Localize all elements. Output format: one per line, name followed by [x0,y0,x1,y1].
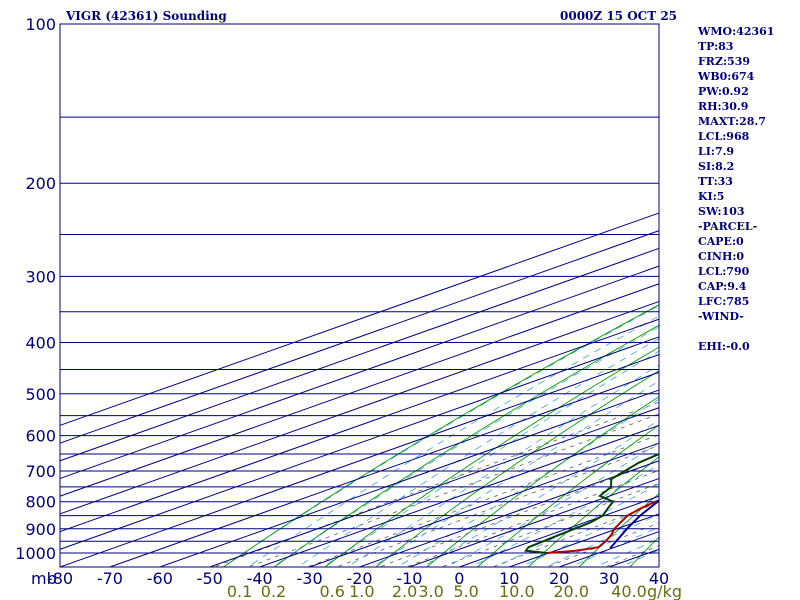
isotherm-line [60,318,659,533]
sounding-index-item [698,324,774,339]
isotherm-line [60,283,659,497]
pressure-tick-label: 600 [25,427,56,446]
moist-adiabat-line [226,305,659,565]
mixing-ratio-label: 20.0 [553,582,589,600]
mixing-ratio-label: 3.0 [418,582,443,600]
temperature-tick-label: 0 [454,569,464,588]
mixing-ratio-label: 2.0 [392,582,417,600]
sounding-index-item: TT:33 [698,175,733,188]
sounding-index-item: RH:30.9 [698,100,749,113]
sounding-index-item: LCL:968 [698,130,750,143]
isotherm-line [60,212,659,426]
mixing-ratio-line [407,469,659,567]
isotherm-line [60,354,659,567]
pressure-tick-label: 400 [25,333,56,352]
pressure-tick-label: 500 [25,385,56,404]
temperature-tick-label: 30 [599,569,619,588]
isotherm-line [60,265,659,480]
dry-adiabat-line [776,24,800,575]
sounding-index-item: LCL:790 [698,265,750,278]
moist-adiabat-line [576,526,659,565]
isotherm-line [109,371,659,567]
isotherm-line [60,230,659,444]
sounding-index-item: CAP:9.4 [698,280,747,293]
temperature-tick-label: -30 [297,569,323,588]
sounding-index-item: SI:8.2 [698,160,735,173]
pressure-tick-label: 1000 [15,544,56,563]
pressure-tick-label: 900 [25,520,56,539]
temperature-profile-line [546,499,659,554]
isotherm-line [60,336,659,550]
mixing-ratio-line [215,401,659,567]
sounding-index-item: LFC:785 [698,295,750,308]
mixing-ratio-label: 0.1 [227,582,252,600]
sounding-index-item: CINH:0 [698,250,745,263]
sounding-index-item: LI:7.9 [698,145,735,158]
mixing-ratio-line [249,413,659,567]
sounding-index-item: CAPE:0 [698,235,744,248]
sounding-indices-panel: WMO:42361 TP:83 FRZ:539 WB0:674 PW:0.92 RH:30… [698,24,774,354]
sounding-index-item: SW:103 [698,205,745,218]
mixing-ratio-label: 40.0 [611,582,647,600]
sounding-index-item: PW:0.92 [698,85,749,98]
chart-title: VIGR (42361) Sounding [65,9,227,23]
mixing-ratio-label: 5.0 [453,582,478,600]
moist-adiabat-line [426,419,659,565]
mixing-ratio-line [548,522,659,567]
temperature-tick-label: 20 [549,569,569,588]
moist-adiabat-line [551,513,659,565]
pressure-tick-label: 800 [25,493,56,512]
mixing-ratio-label: 0.6 [319,582,344,600]
isotherm-line [309,442,659,567]
sounding-index-item: FRZ:539 [698,55,751,68]
pressure-tick-label: 200 [25,174,56,193]
isotherm-line [259,424,659,567]
temperature-tick-label: -20 [346,569,372,588]
isotherm-line [159,389,659,567]
temperature-tick-label: 40 [649,569,669,588]
moist-adiabat-line [401,398,659,565]
isotherm-line [60,300,659,515]
temperature-tick-label: 10 [499,569,519,588]
temperature-tick-label: -50 [197,569,223,588]
temperature-tick-label: -10 [396,569,422,588]
mixing-ratio-label: 10.0 [499,582,535,600]
temperature-tick-label: -70 [97,569,123,588]
sounding-profiles [524,452,659,554]
sounding-index-item: -WIND- [698,310,744,323]
plot-area [60,24,659,567]
pressure-tick-label: 300 [25,267,56,286]
temperature-tick-label: -40 [247,569,273,588]
pressure-unit-label: mb [31,569,57,588]
sounding-index-item: -PARCEL- [698,220,758,233]
sounding-index-item: WMO:42361 [698,25,775,38]
mixing-ratio-line [494,501,659,567]
temperature-tick-label: -60 [147,569,173,588]
mixing-ratio-label: 0.2 [261,582,286,600]
mixing-ratio-label: 1.0 [349,582,374,600]
sounding-index-item: MAXT:28.7 [698,115,766,128]
sounding-index-item: EHI:-0.0 [698,340,750,353]
chart-date: 0000Z 15 OCT 25 [560,9,677,23]
sounding-index-item: TP:83 [698,40,734,53]
isotherm-line [209,407,659,567]
temperature-tick-label: -80 [47,569,73,588]
isotherm-line [60,247,659,462]
sounding-index-item: KI:5 [698,190,725,203]
dewpoint-profile-line [524,452,659,554]
mixing-ratio-line [443,482,659,567]
dry-adiabat-line [527,456,659,567]
pressure-temperature-grid [60,24,659,567]
pressure-tick-label: 100 [25,15,56,34]
plot-frame [59,23,660,568]
moist-adiabat-line [476,464,659,565]
sounding-index-item: WB0:674 [698,70,755,83]
pressure-tick-label: 700 [25,462,56,481]
mixing-ratio-unit-label: g/kg [647,582,682,600]
parcel-profile-line [609,499,659,550]
